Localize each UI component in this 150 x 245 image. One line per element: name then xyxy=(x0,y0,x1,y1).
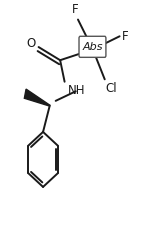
FancyBboxPatch shape xyxy=(79,36,106,57)
Text: F: F xyxy=(72,3,78,16)
Text: Abs: Abs xyxy=(82,42,103,52)
Text: F: F xyxy=(122,30,128,43)
Text: Cl: Cl xyxy=(105,82,117,95)
Polygon shape xyxy=(24,89,50,106)
Text: O: O xyxy=(27,37,36,50)
Text: NH: NH xyxy=(68,84,86,97)
